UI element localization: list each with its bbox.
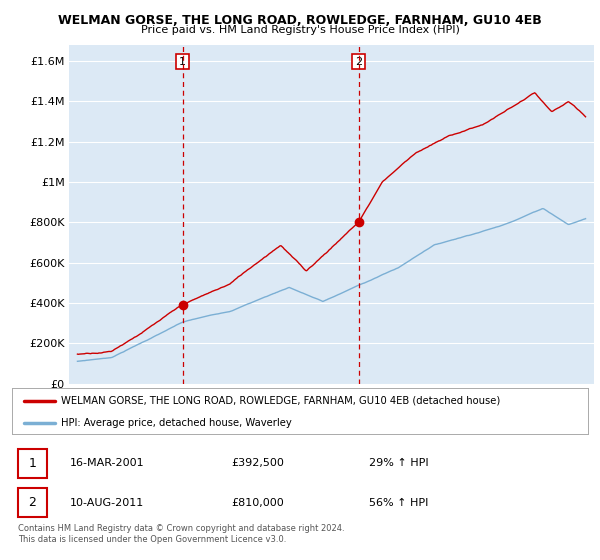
Text: £392,500: £392,500 [231, 459, 284, 468]
Text: £810,000: £810,000 [231, 498, 284, 507]
Text: 29% ↑ HPI: 29% ↑ HPI [369, 459, 429, 468]
Text: 2: 2 [28, 496, 36, 509]
Text: Contains HM Land Registry data © Crown copyright and database right 2024.: Contains HM Land Registry data © Crown c… [18, 524, 344, 533]
Text: Price paid vs. HM Land Registry's House Price Index (HPI): Price paid vs. HM Land Registry's House … [140, 25, 460, 35]
Text: 1: 1 [28, 457, 36, 470]
Text: WELMAN GORSE, THE LONG ROAD, ROWLEDGE, FARNHAM, GU10 4EB: WELMAN GORSE, THE LONG ROAD, ROWLEDGE, F… [58, 14, 542, 27]
Text: This data is licensed under the Open Government Licence v3.0.: This data is licensed under the Open Gov… [18, 535, 286, 544]
Text: 16-MAR-2001: 16-MAR-2001 [70, 459, 144, 468]
Text: 1: 1 [179, 57, 186, 67]
Text: 10-AUG-2011: 10-AUG-2011 [70, 498, 144, 507]
FancyBboxPatch shape [18, 449, 47, 478]
Text: HPI: Average price, detached house, Waverley: HPI: Average price, detached house, Wave… [61, 418, 292, 427]
FancyBboxPatch shape [18, 488, 47, 517]
Text: 56% ↑ HPI: 56% ↑ HPI [369, 498, 428, 507]
Text: WELMAN GORSE, THE LONG ROAD, ROWLEDGE, FARNHAM, GU10 4EB (detached house): WELMAN GORSE, THE LONG ROAD, ROWLEDGE, F… [61, 396, 500, 406]
Text: 2: 2 [355, 57, 362, 67]
